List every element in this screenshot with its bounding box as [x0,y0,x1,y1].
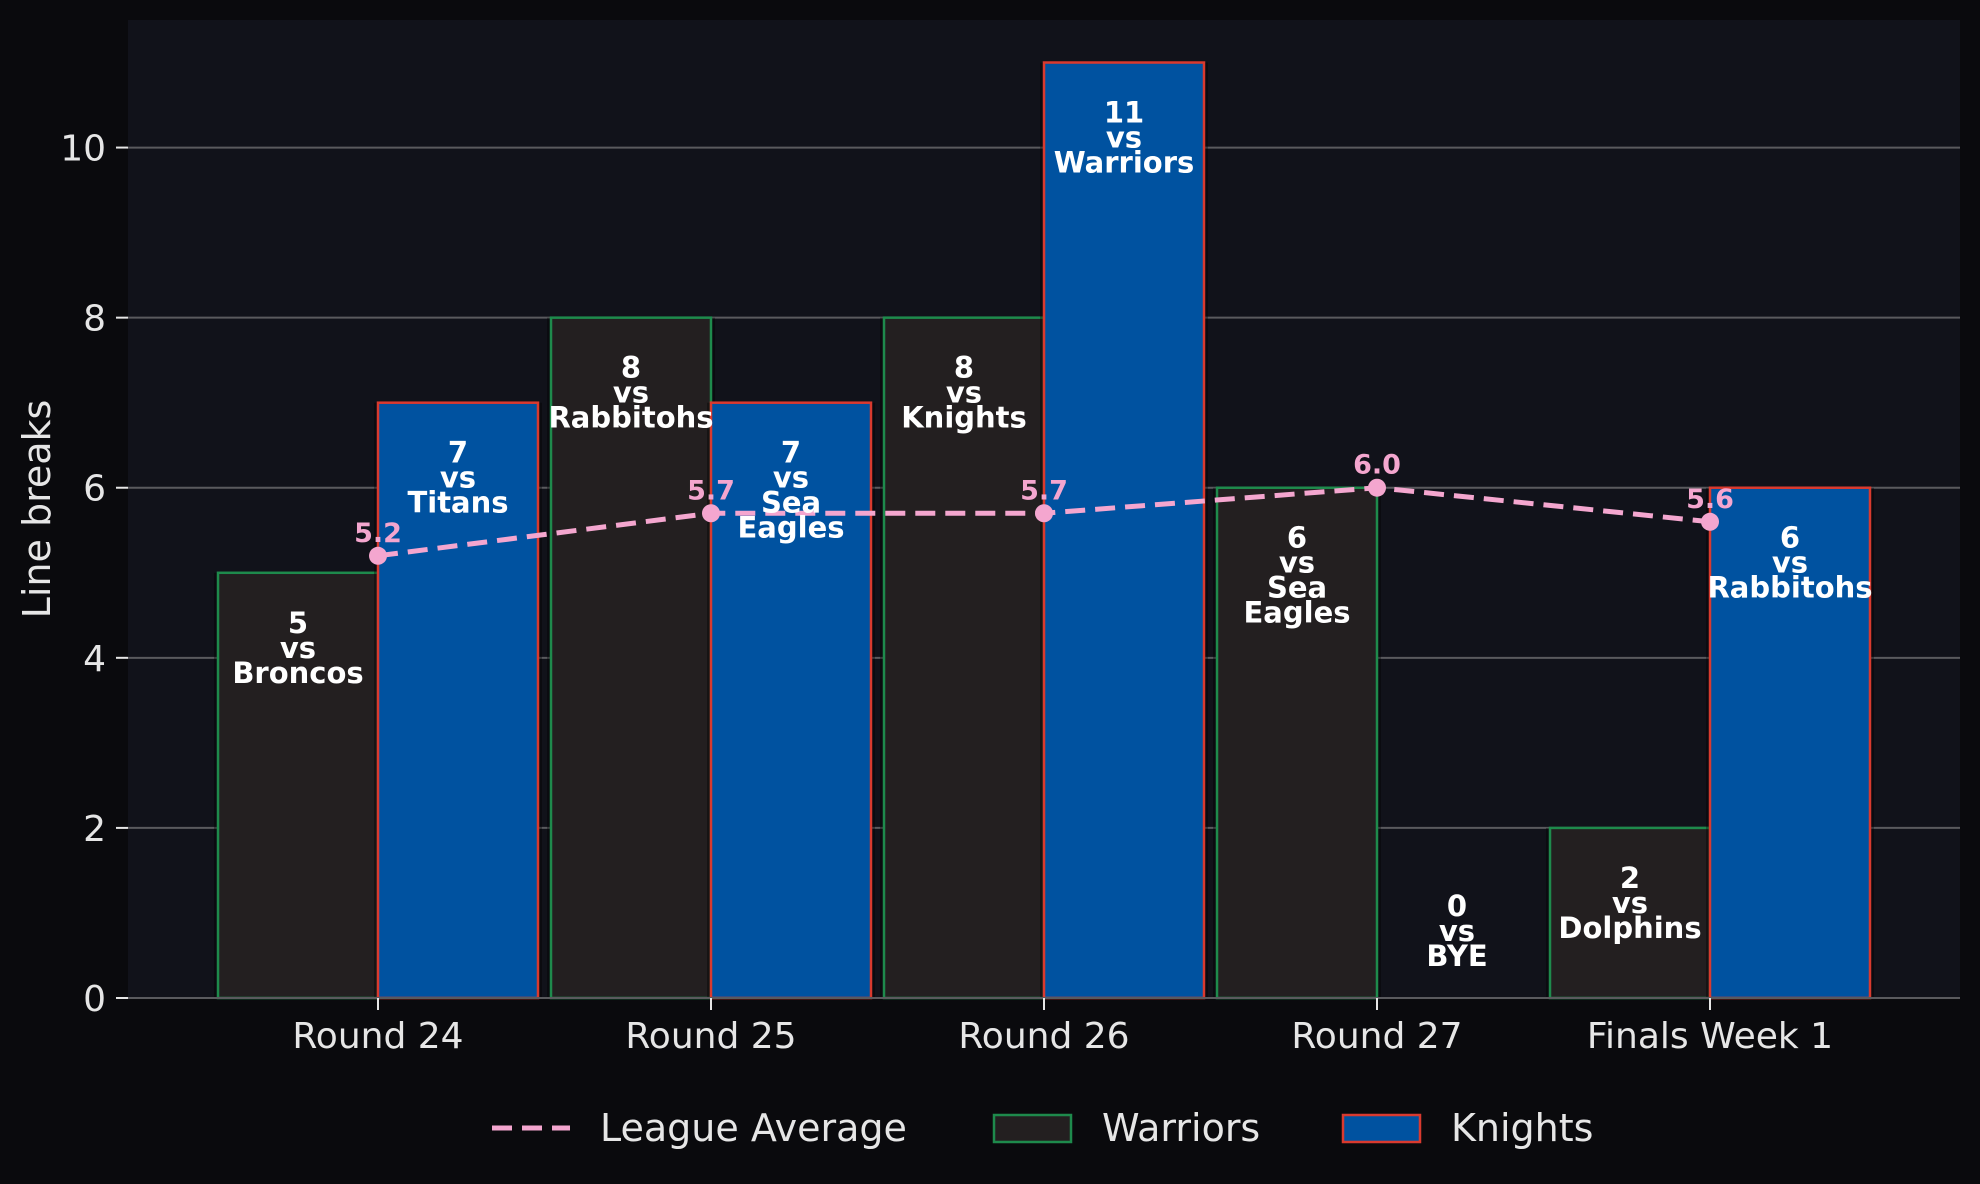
knights-bar [376,401,540,1000]
y-tick-label: 8 [83,299,106,340]
league-average-point [1701,512,1719,531]
league-average-value: 6.0 [1353,450,1401,481]
knights-bar-label: vs [440,461,476,495]
legend-label-warriors: Warriors [1102,1106,1260,1150]
knights-bar [709,401,873,1000]
knights-bar [1708,486,1872,1000]
league-average-value: 5.2 [354,518,402,549]
y-tick-label: 0 [83,979,106,1020]
x-tick-label: Round 24 [292,1016,463,1057]
warriors-bar-label: vs [946,376,982,410]
legend-swatch-knights [1341,1113,1422,1144]
warriors-bar-label: Knights [901,401,1027,435]
knights-bar [1042,61,1206,1000]
league-average-point [1368,478,1386,497]
knights-bar-label: 6 [1780,521,1800,555]
warriors-bar [549,316,713,1000]
league-average-point [702,504,720,523]
y-tick-label: 2 [83,809,106,850]
knights-bar-label: vs [1439,914,1475,948]
warriors-bar-label: 6 [1287,521,1307,555]
knights-bar-label: 11 [1104,96,1144,130]
bar-labels: 5vsBroncos7vsTitans8vsRabbitohs7vsSeaEag… [232,96,1872,973]
knights-bar-label: 7 [448,436,468,470]
legend: League Average Warriors Knights [492,1106,1593,1150]
warriors-bar-label: 8 [954,351,974,385]
league-average-value: 5.7 [1020,475,1068,506]
warriors-bar [882,316,1046,1000]
league-average-value: 5.7 [687,475,735,506]
y-axis: 0 2 4 6 8 10 [60,129,128,1020]
knights-bar-label: vs [773,461,809,495]
x-axis: Round 24 Round 25 Round 26 Round 27 Finals W… [128,997,1960,1057]
y-tick-label: 10 [60,129,106,170]
knights-bar-label: BYE [1426,939,1487,973]
league-average-point [369,546,387,565]
y-axis-title: Line breaks [15,400,59,619]
y-tick-label: 6 [83,469,106,510]
knights-bar-label: vs [1106,121,1142,155]
knights-bar-label: Eagles [737,511,844,545]
warriors-bar-label: 8 [621,351,641,385]
y-tick-label: 4 [83,639,106,680]
knights-bar-label: Titans [407,486,508,520]
warriors-bar-label: vs [1612,886,1648,920]
warriors-bar-label: Dolphins [1558,911,1701,945]
warriors-bar [216,571,380,1000]
warriors-bar [1548,826,1712,1000]
warriors-bar-label: 2 [1620,861,1640,895]
legend-label-knights: Knights [1451,1106,1593,1150]
bars [214,61,1874,1000]
warriors-bar-label: Eagles [1243,596,1350,630]
league-average-point [1035,504,1053,523]
warriors-bar-label: 5 [288,606,308,640]
knights-bar-label: Sea [761,486,821,520]
knights-bar-label: Rabbitohs [1707,571,1872,605]
x-tick-label: Round 27 [1291,1016,1462,1057]
x-tick-label: Round 25 [625,1016,796,1057]
x-tick-label: Round 26 [958,1016,1129,1057]
x-tick-label: Finals Week 1 [1587,1016,1833,1057]
league-average-value: 5.6 [1686,484,1734,515]
warriors-bar-label: Broncos [232,656,363,690]
knights-bar-label: 0 [1447,889,1467,923]
knights-bar-label: 7 [781,436,801,470]
legend-label-league-average: League Average [600,1106,907,1150]
warriors-bar-label: vs [280,631,316,665]
knights-bar-label: vs [1772,546,1808,580]
warriors-bar-label: vs [613,376,649,410]
league-average-line: 5.2 5.7 5.7 6.0 5.6 [354,450,1734,565]
warriors-bar-label: Sea [1267,571,1327,605]
knights-bar-label: Warriors [1054,146,1195,180]
legend-swatch-warriors [992,1113,1073,1144]
warriors-bar [1215,486,1379,1000]
warriors-bar-label: Rabbitohs [548,401,713,435]
warriors-bar-label: vs [1279,546,1315,580]
